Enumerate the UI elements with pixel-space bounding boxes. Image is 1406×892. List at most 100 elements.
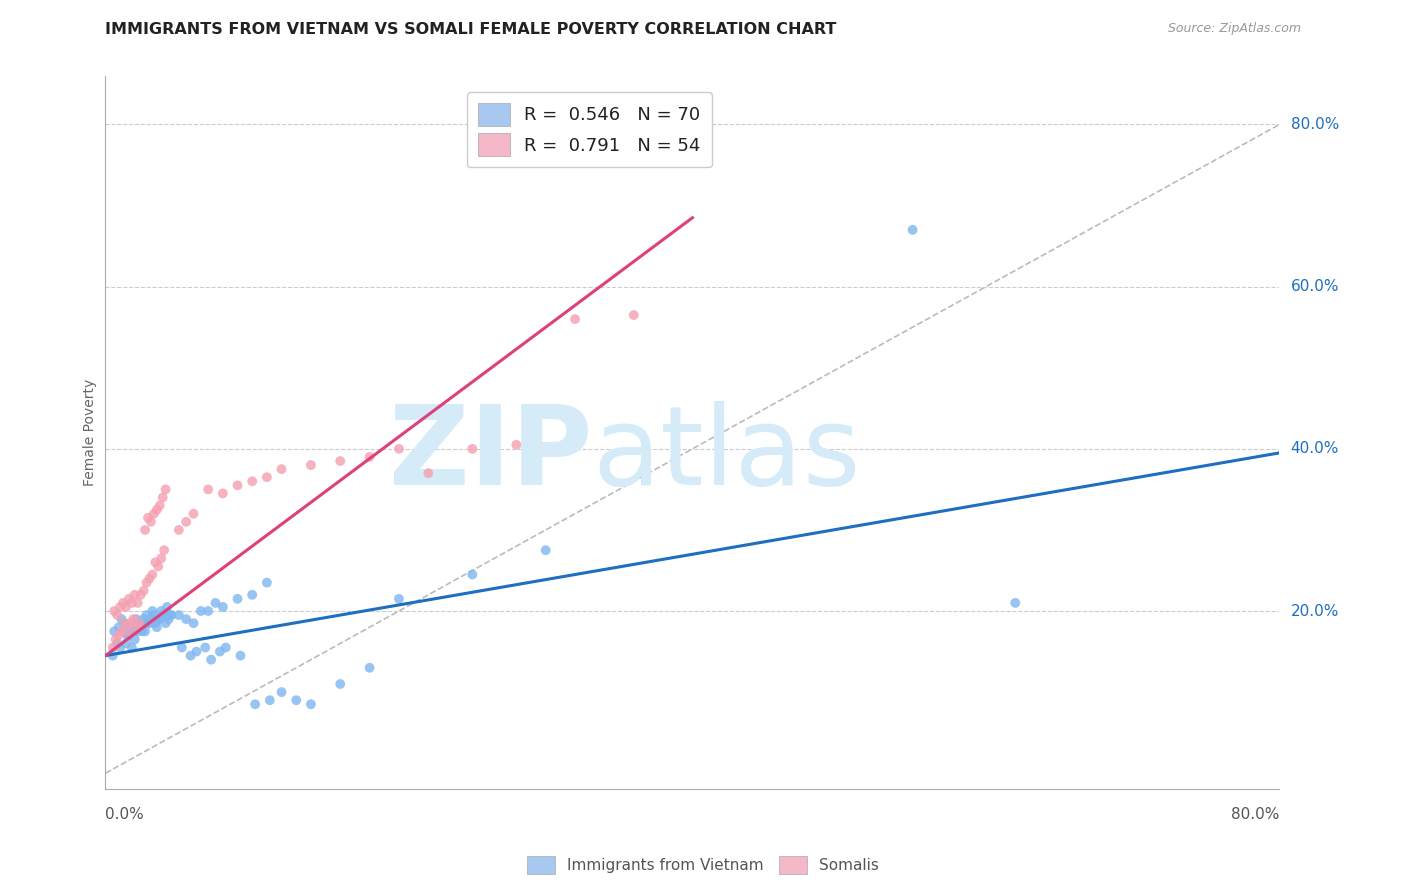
Point xyxy=(155,483,177,497)
Text: 80.0%: 80.0% xyxy=(1232,807,1279,822)
Text: 60.0%: 60.0% xyxy=(1291,279,1339,294)
Point xyxy=(299,458,322,472)
Point xyxy=(150,604,173,618)
Point xyxy=(461,567,484,582)
Point xyxy=(125,612,148,626)
Point xyxy=(270,685,292,699)
Point xyxy=(359,450,381,464)
Point xyxy=(299,698,322,712)
Point xyxy=(128,616,150,631)
Point xyxy=(135,608,157,623)
Point xyxy=(240,475,263,489)
Point xyxy=(174,612,197,626)
Point xyxy=(103,624,125,639)
Point xyxy=(197,604,219,618)
Point xyxy=(359,661,381,675)
Point xyxy=(160,608,183,623)
Point xyxy=(110,612,132,626)
Point xyxy=(114,616,136,631)
Point xyxy=(121,596,143,610)
Point xyxy=(139,612,162,626)
Point xyxy=(129,588,152,602)
Point xyxy=(1004,596,1026,610)
Point xyxy=(134,624,156,639)
Point xyxy=(901,223,924,237)
Point xyxy=(623,308,645,322)
Point xyxy=(153,608,176,623)
Point xyxy=(101,648,124,663)
Point xyxy=(118,628,141,642)
Point xyxy=(157,612,180,626)
Point xyxy=(174,515,197,529)
Point xyxy=(127,624,149,639)
Point xyxy=(152,608,174,623)
Point xyxy=(159,608,181,623)
Point xyxy=(256,575,278,590)
Point xyxy=(329,677,352,691)
Point xyxy=(534,543,557,558)
Point xyxy=(256,470,278,484)
Text: atlas: atlas xyxy=(593,401,860,508)
Point xyxy=(285,693,308,707)
Point xyxy=(128,616,150,631)
Point xyxy=(183,507,205,521)
Point xyxy=(270,462,292,476)
Point xyxy=(124,632,146,647)
Point xyxy=(114,616,136,631)
Point xyxy=(136,510,159,524)
Point xyxy=(136,616,159,631)
Point xyxy=(142,507,165,521)
Point xyxy=(121,640,143,655)
Point xyxy=(329,454,352,468)
Point xyxy=(134,523,156,537)
Point xyxy=(194,640,217,655)
Point xyxy=(211,599,233,614)
Point xyxy=(146,502,169,516)
Point xyxy=(141,604,163,618)
Point xyxy=(104,632,127,647)
Point xyxy=(215,640,238,655)
Point xyxy=(105,636,128,650)
Point xyxy=(132,583,155,598)
Point xyxy=(122,624,145,639)
Point xyxy=(197,483,219,497)
Point xyxy=(167,523,190,537)
Point xyxy=(143,555,166,569)
Point xyxy=(115,599,138,614)
Point xyxy=(138,572,160,586)
Text: Source: ZipAtlas.com: Source: ZipAtlas.com xyxy=(1167,22,1301,36)
Point xyxy=(167,608,190,623)
Point xyxy=(143,616,166,631)
Point xyxy=(149,499,172,513)
Point xyxy=(110,624,132,639)
Y-axis label: Female Poverty: Female Poverty xyxy=(83,379,97,486)
Point xyxy=(204,596,226,610)
Text: IMMIGRANTS FROM VIETNAM VS SOMALI FEMALE POVERTY CORRELATION CHART: IMMIGRANTS FROM VIETNAM VS SOMALI FEMALE… xyxy=(105,22,837,37)
Legend: R =  0.546   N = 70, R =  0.791   N = 54: R = 0.546 N = 70, R = 0.791 N = 54 xyxy=(467,92,711,168)
Point xyxy=(155,616,177,631)
Point xyxy=(107,620,129,634)
Point xyxy=(226,591,249,606)
Point xyxy=(259,693,281,707)
Point xyxy=(388,442,411,456)
Point xyxy=(152,491,174,505)
Point xyxy=(105,608,128,623)
Point xyxy=(211,486,233,500)
Point xyxy=(103,604,125,618)
Point xyxy=(138,616,160,631)
Point xyxy=(150,551,173,566)
Point xyxy=(180,648,202,663)
Point xyxy=(183,616,205,631)
Point xyxy=(127,596,149,610)
Point xyxy=(122,612,145,626)
Text: 20.0%: 20.0% xyxy=(1291,604,1339,618)
Point xyxy=(108,599,131,614)
Point xyxy=(120,620,142,634)
Point xyxy=(208,644,231,658)
Point xyxy=(132,612,155,626)
Point xyxy=(118,591,141,606)
Point xyxy=(149,612,172,626)
Point xyxy=(131,624,153,639)
Point xyxy=(112,596,135,610)
Point xyxy=(148,559,170,574)
